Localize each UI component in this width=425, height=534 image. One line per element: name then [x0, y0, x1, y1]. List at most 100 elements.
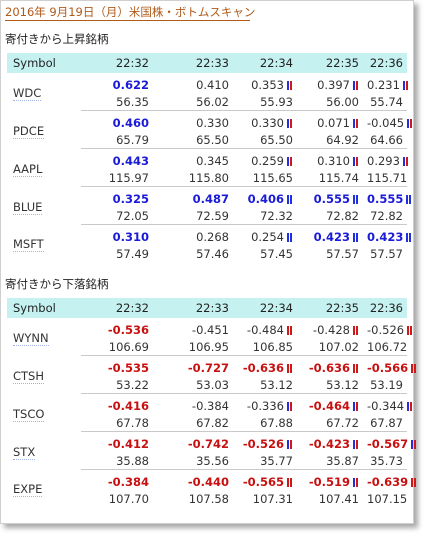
rising-stocks-table: Symbol 22:32 22:33 22:34 22:35 22:36 WDC 0.622 0… [7, 53, 413, 262]
column-header-time: 22:35 [297, 298, 363, 318]
price-cell: 72.59 [153, 207, 233, 225]
bar-marker-icon [351, 193, 359, 204]
change-cell: 0.397 [297, 73, 363, 93]
price-cell: 35.56 [153, 452, 233, 470]
change-value: -0.384 [107, 474, 149, 489]
stock-change-row: AAPL 0.443 0.345 0.259 0.310 0.293 [7, 149, 408, 177]
change-cell: 0.555 [297, 187, 363, 208]
change-value: -0.636 [242, 360, 284, 375]
stock-symbol[interactable]: WYNN [13, 330, 49, 346]
bar-marker-icon [405, 324, 413, 335]
change-cell: 0.423 [297, 225, 363, 246]
change-cell: -0.742 [153, 432, 233, 453]
change-value: 0.443 [112, 153, 149, 168]
change-value: -0.045 [367, 115, 405, 130]
change-cell: -0.567 [363, 432, 417, 453]
change-value: -0.428 [312, 322, 350, 337]
stock-symbol[interactable]: EXPE [13, 482, 43, 498]
change-cell: 0.268 [153, 225, 233, 246]
price-cell: 72.82 [297, 207, 363, 225]
column-header-time: 22:34 [233, 298, 297, 318]
stock-price-row: 72.05 72.59 72.32 72.82 72.82 [7, 207, 407, 225]
stock-symbol[interactable]: AAPL [13, 161, 43, 177]
change-value: -0.451 [191, 322, 229, 337]
change-cell: 0.622 [81, 73, 153, 93]
change-cell: 0.410 [153, 73, 233, 93]
stock-change-row: PDCE 0.460 0.330 0.330 0.071 -0.045 [7, 111, 413, 139]
stock-symbol[interactable]: STX [13, 444, 36, 460]
column-header-time: 22:36 [363, 298, 407, 318]
bar-marker-icon [285, 324, 293, 335]
stock-change-row: WYNN -0.536 -0.451 -0.484 -0.428 -0.526 [7, 318, 413, 346]
stock-change-row: EXPE -0.384 -0.440 -0.565 -0.519 -0.639 [7, 470, 417, 498]
stock-symbol-cell: PDCE [7, 111, 81, 149]
change-value: -0.526 [367, 322, 405, 337]
stock-symbol-cell: MSFT [7, 225, 81, 263]
price-cell: 115.71 [363, 169, 407, 187]
change-value: -0.336 [246, 398, 284, 413]
change-value: 0.460 [112, 115, 149, 130]
stock-symbol[interactable]: BLUE [13, 199, 43, 215]
bar-marker-icon [409, 438, 417, 449]
change-value: -0.535 [107, 360, 149, 375]
change-value: 0.423 [367, 229, 404, 244]
change-cell: 0.310 [81, 225, 153, 246]
price-cell: 107.58 [188, 491, 229, 506]
price-cell: 57.57 [370, 246, 403, 261]
change-value: 0.330 [196, 115, 229, 130]
change-value: 0.353 [251, 77, 284, 92]
change-cell: 0.443 [81, 149, 153, 170]
column-header-time: 22:34 [233, 53, 297, 73]
change-cell: 0.460 [81, 111, 153, 132]
change-cell: 0.293 [363, 149, 408, 170]
price-cell: 106.69 [81, 338, 153, 356]
stock-change-row: MSFT 0.310 0.268 0.254 0.423 0.423 [7, 225, 412, 253]
falling-stocks-table: Symbol 22:32 22:33 22:34 22:35 22:36 WYNN -0.53… [7, 298, 417, 507]
change-value: -0.636 [308, 360, 350, 375]
change-value: -0.423 [308, 436, 350, 451]
bar-marker-icon [404, 193, 412, 204]
stock-change-row: CTSH -0.535 -0.727 -0.636 -0.636 -0.566 [7, 356, 417, 384]
price-cell: 107.31 [252, 491, 293, 506]
bar-marker-icon [404, 231, 412, 242]
stock-price-row: 53.22 53.03 53.12 53.12 53.19 [7, 376, 407, 394]
change-value: -0.464 [308, 398, 350, 413]
header-row: Symbol 22:32 22:33 22:34 22:35 22:36 [7, 53, 407, 73]
stock-symbol[interactable]: PDCE [13, 123, 45, 139]
column-header-time: 22:35 [297, 53, 363, 73]
bar-marker-icon [285, 438, 293, 449]
stock-symbol[interactable]: CTSH [13, 368, 45, 384]
stock-change-row: STX -0.412 -0.742 -0.526 -0.423 -0.567 [7, 432, 417, 460]
change-value: 0.254 [251, 229, 284, 244]
change-cell: -0.565 [233, 470, 297, 491]
price-cell: 106.85 [233, 338, 297, 356]
price-cell: 56.00 [297, 93, 363, 111]
price-cell: 57.57 [326, 246, 359, 261]
change-cell: -0.727 [153, 356, 233, 377]
stock-symbol[interactable]: WDC [13, 85, 42, 101]
stock-price-row: 35.88 35.56 35.77 35.87 35.73 [7, 452, 407, 470]
stock-symbol[interactable]: MSFT [13, 237, 44, 253]
change-cell: 0.325 [81, 187, 153, 208]
bar-marker-icon [285, 155, 293, 166]
change-value: 0.622 [112, 77, 149, 92]
change-cell: -0.428 [297, 318, 363, 338]
price-cell: 57.49 [116, 246, 149, 261]
change-value: 0.487 [192, 191, 229, 206]
price-cell: 55.93 [233, 93, 297, 111]
change-cell: 0.555 [363, 187, 412, 208]
price-cell: 72.32 [233, 207, 297, 225]
price-cell: 35.73 [363, 452, 407, 470]
price-cell: 107.15 [367, 491, 408, 506]
bar-marker-icon [285, 362, 293, 373]
stock-symbol[interactable]: TSCO [13, 406, 45, 422]
change-value: 0.555 [313, 191, 350, 206]
price-cell: 53.03 [153, 376, 233, 394]
price-cell: 107.70 [108, 491, 149, 506]
price-cell: 64.92 [297, 131, 363, 149]
change-cell: -0.336 [233, 394, 297, 415]
price-cell: 115.74 [297, 169, 363, 187]
change-cell: -0.384 [153, 394, 233, 415]
change-value: 0.268 [196, 229, 229, 244]
stock-price-row: 115.97 115.80 115.65 115.74 115.71 [7, 169, 407, 187]
